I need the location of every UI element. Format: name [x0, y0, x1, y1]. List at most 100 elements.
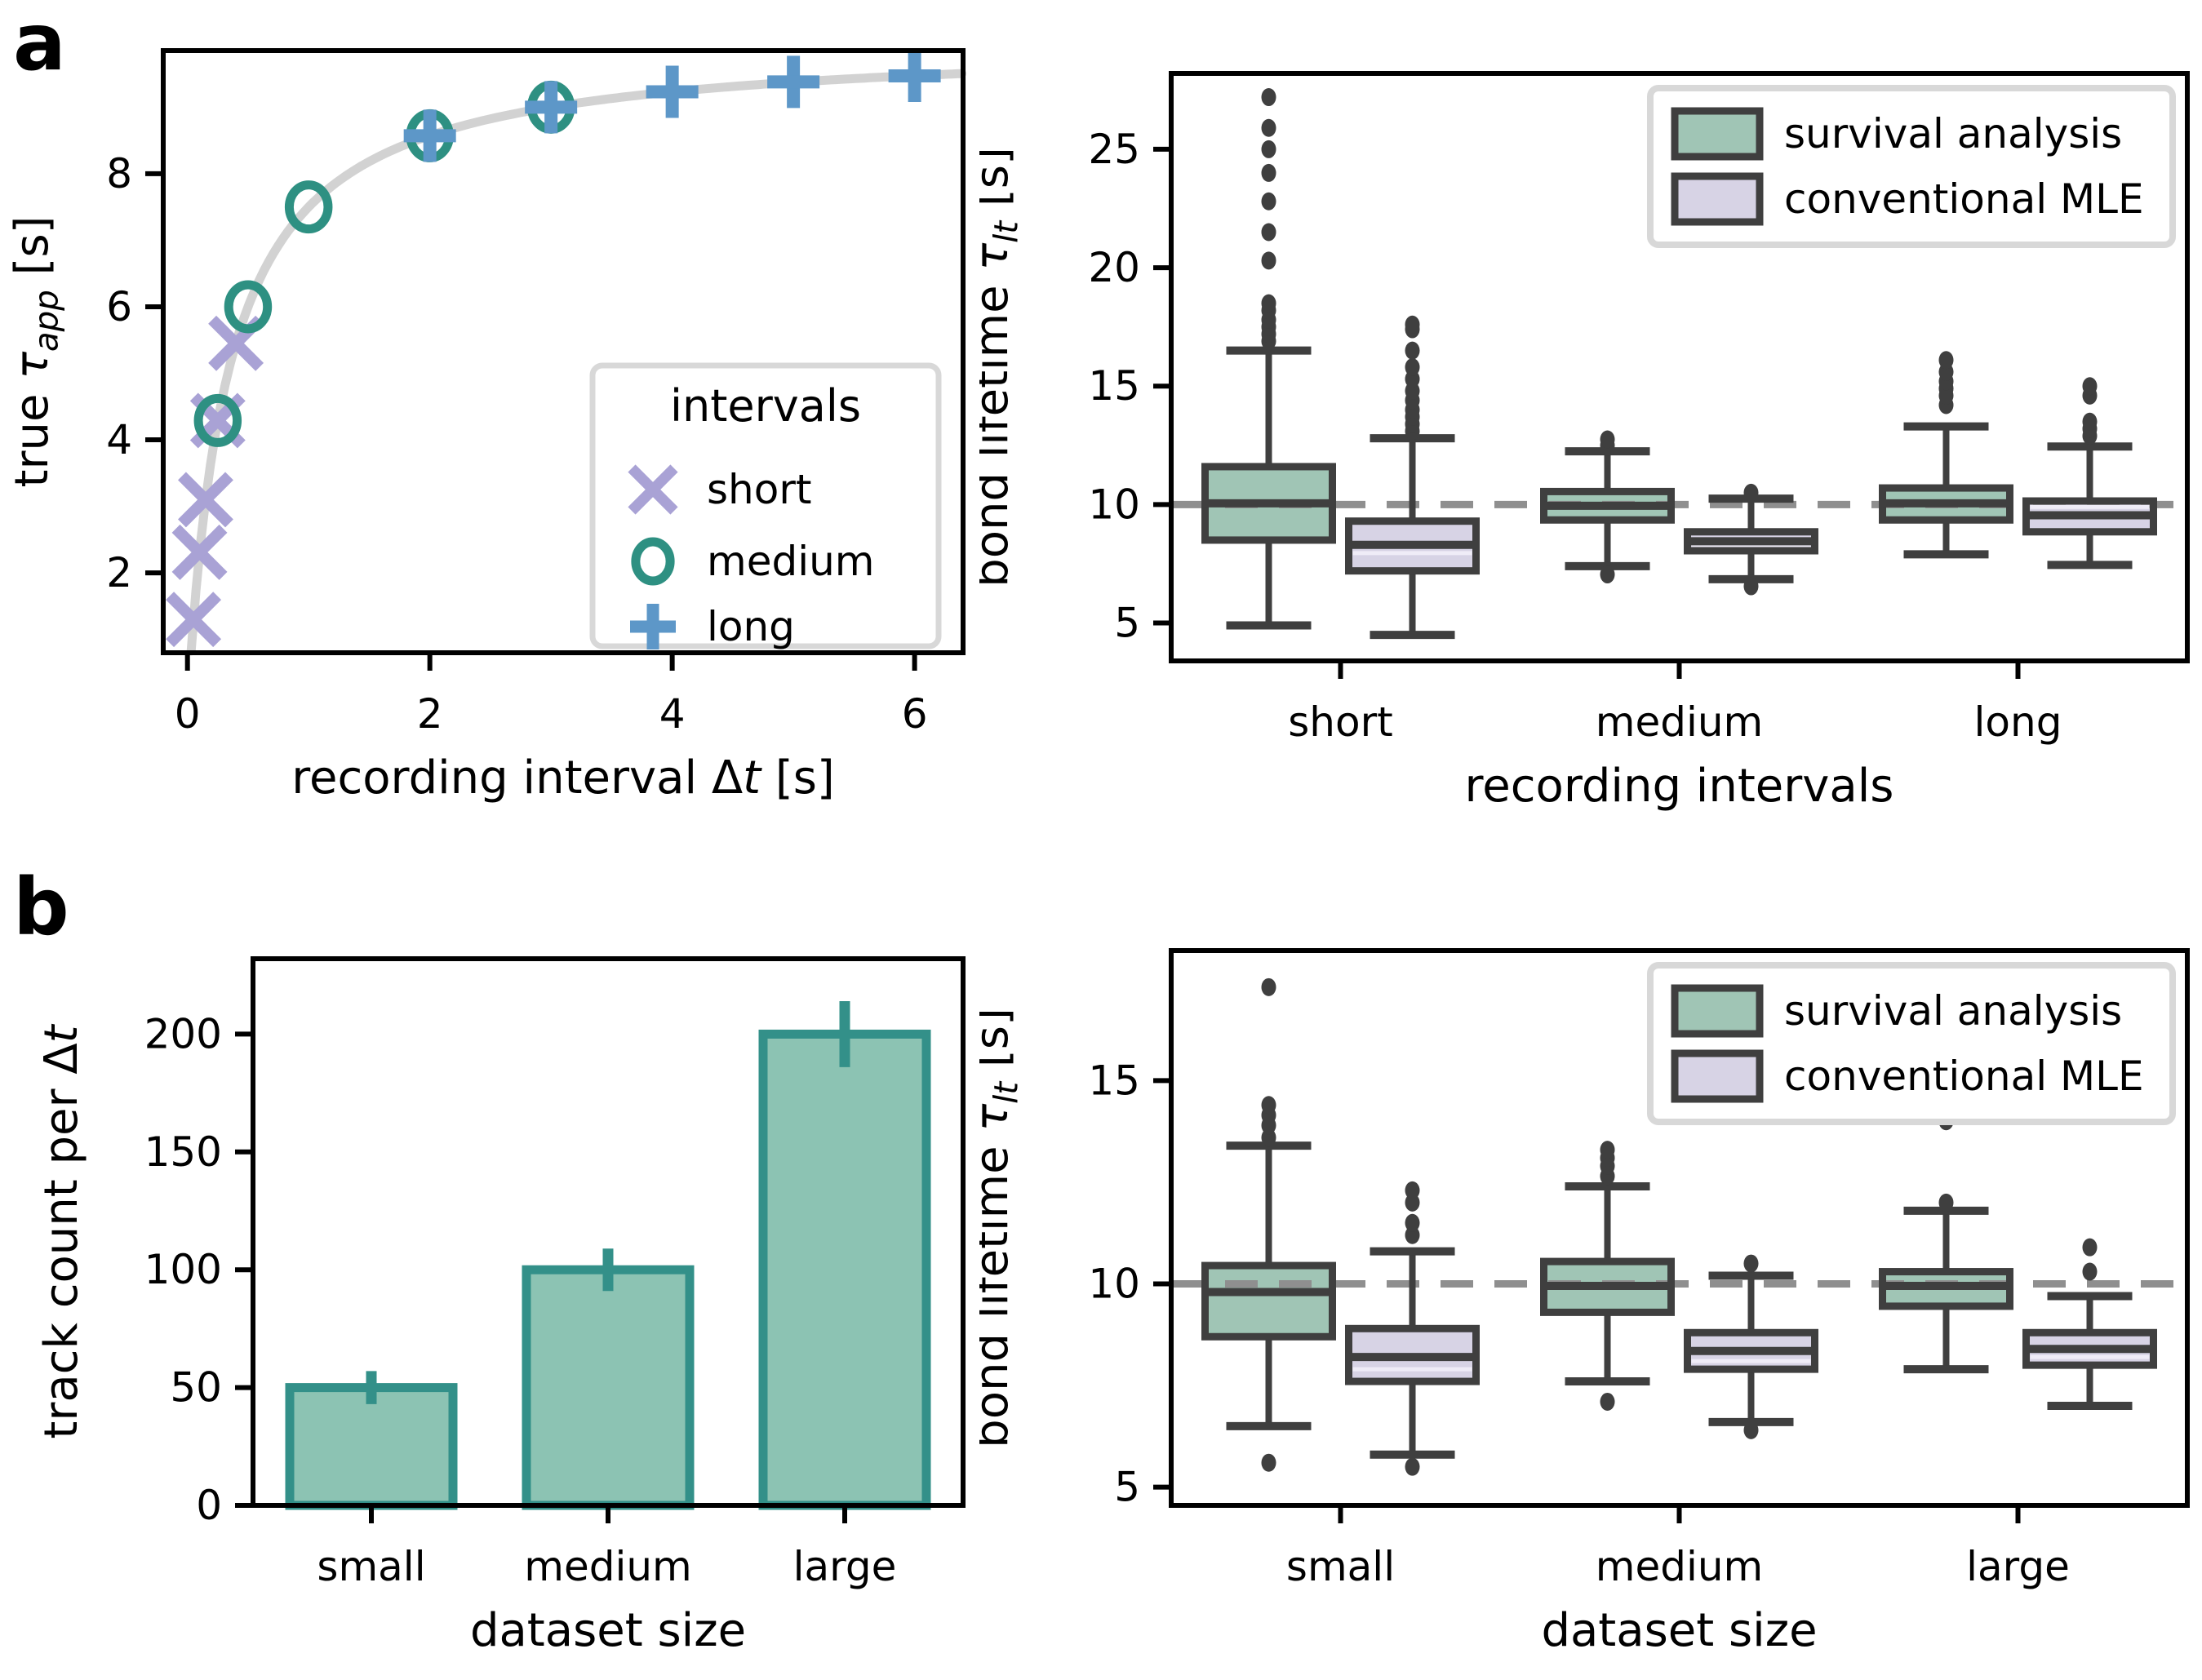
y-axis: 2 4 6 8 [106, 150, 163, 596]
bar-large [758, 1029, 931, 1510]
box-small-conventional-MLE [1345, 1181, 1480, 1476]
outlier-dot [1405, 1457, 1420, 1476]
outlier-dot [2082, 412, 2098, 431]
y-axis-title: track count per Δt [35, 1023, 88, 1438]
bar-medium [522, 1265, 695, 1510]
y-axis-title: true τapp [s] [6, 215, 65, 487]
box-medium-survival-analysis [1540, 430, 1675, 584]
y-tick-label: 5 [1114, 1464, 1140, 1511]
legend-entry-label: conventional MLE [1784, 175, 2144, 223]
box-short-conventional-MLE [1345, 315, 1480, 640]
box-fill [1205, 1266, 1333, 1337]
box-medium-conventional-MLE [1684, 483, 1818, 596]
outlier-dot [1600, 1392, 1615, 1411]
outlier-dot [1261, 1453, 1276, 1472]
outlier-dot [1261, 1096, 1276, 1115]
y-tick-label: 4 [106, 416, 132, 463]
circle-marker [193, 393, 242, 447]
outlier-dot [2082, 1262, 2098, 1281]
outlier-dot [1405, 358, 1420, 376]
outlier-dot [1261, 977, 1276, 996]
y-tick-label: 8 [106, 150, 132, 197]
outlier-dot [1600, 1141, 1615, 1159]
box-medium-survival-analysis [1540, 1141, 1675, 1411]
box-short-survival-analysis [1201, 88, 1336, 630]
y-tick-label: 0 [196, 1482, 222, 1529]
legend-box [1647, 962, 2176, 1125]
x-axis-title: recording interval Δt [s] [291, 751, 835, 805]
outlier-dot [2082, 1238, 2098, 1257]
outlier-dot [1405, 1181, 1420, 1199]
box-long-survival-analysis [1879, 351, 2013, 559]
bar-chart: 0 50 100 150 200 small medium large dataset size… [35, 956, 966, 1657]
x-tick-label: 4 [659, 690, 686, 738]
y-axis: 0 50 100 150 200 [144, 1010, 253, 1529]
outlier-dot [1743, 1421, 1759, 1439]
outlier-dot [1261, 192, 1276, 211]
legend-swatch [1671, 1049, 1764, 1103]
bar-small [285, 1383, 458, 1510]
outlier-dot [1261, 88, 1276, 107]
legend: survival analysis conventional MLE [1647, 85, 2176, 248]
y-axis-title: bond lifetime τlt [s] [979, 1008, 1025, 1448]
y-tick-label: 15 [1088, 1057, 1140, 1104]
box-outline [1201, 1261, 1336, 1341]
outlier-dot [1261, 163, 1276, 182]
legend-entry-label: survival analysis [1784, 987, 2122, 1035]
y-axis-title: bond lifetime τlt [s] [979, 147, 1025, 587]
chart-apparent-lifetime-vs-recording-interval: 2 4 6 8 0 2 4 6 recording interval Δt [s] true τa… [0, 0, 1012, 865]
outlier-dot [1743, 1254, 1759, 1273]
x-marker [171, 524, 228, 580]
box-small-survival-analysis [1201, 977, 1336, 1472]
y-tick-label: 100 [144, 1246, 222, 1293]
x-tick-label: small [317, 1543, 425, 1590]
outlier-dot [1405, 341, 1420, 360]
circle-marker [224, 280, 273, 334]
box-plot: 5 10 15 small medium large dataset size bond li… [979, 948, 2190, 1657]
legend: intervals short medium long [589, 362, 942, 650]
y-tick-label: 6 [106, 283, 132, 330]
x-marker [166, 592, 222, 648]
legend-entry-label: long [707, 603, 795, 650]
y-axis: 5 10 15 20 25 [1088, 126, 1171, 647]
x-tick-label: long [1974, 698, 2062, 746]
box-plot: 5 10 15 20 25 short medium long recording interv… [979, 71, 2190, 813]
y-axis: 5 10 15 [1088, 1057, 1171, 1511]
outlier-dot [1938, 351, 1954, 370]
plot-frame [161, 48, 966, 655]
panel-a-label: a [13, 0, 66, 88]
y-tick-label: 5 [1114, 600, 1140, 647]
x-tick-label: 6 [902, 690, 928, 738]
legend-title: intervals [670, 380, 861, 432]
legend-box [1647, 85, 2176, 248]
y-tick-label: 25 [1088, 126, 1140, 173]
y-tick-label: 20 [1088, 244, 1140, 291]
outlier-dot [1405, 315, 1420, 334]
outlier-dot [1938, 1193, 1954, 1212]
series-medium [193, 80, 575, 447]
outlier-dot [1405, 1213, 1420, 1232]
x-axis-title: dataset size [1541, 1604, 1817, 1657]
circle-marker [284, 180, 333, 234]
x-tick-label: 2 [417, 690, 443, 738]
x-tick-label: large [1966, 1543, 2070, 1590]
outlier-dot [1261, 294, 1276, 313]
outlier-dot [1600, 565, 1615, 584]
legend-box [589, 362, 942, 649]
legend-swatch [1671, 984, 1764, 1038]
outlier-dot [1261, 223, 1276, 242]
x-tick-label: short [1288, 698, 1393, 746]
y-tick-label: 200 [144, 1010, 222, 1057]
chart-track-count-by-dataset-size: 0 50 100 150 200 small medium large dataset size… [0, 865, 1012, 1680]
legend-swatch [1671, 172, 1764, 226]
box-large-survival-analysis [1879, 1112, 2013, 1374]
outlier-dot [2082, 377, 2098, 396]
x-tick-label: medium [524, 1543, 692, 1590]
legend: survival analysis conventional MLE [1647, 962, 2176, 1125]
box-long-conventional-MLE [2022, 377, 2157, 570]
outlier-dot [1743, 577, 1759, 596]
x-tick-label: medium [1596, 1543, 1764, 1590]
y-tick-label: 2 [106, 549, 132, 596]
x-marker [178, 472, 233, 528]
y-tick-label: 15 [1088, 362, 1140, 410]
